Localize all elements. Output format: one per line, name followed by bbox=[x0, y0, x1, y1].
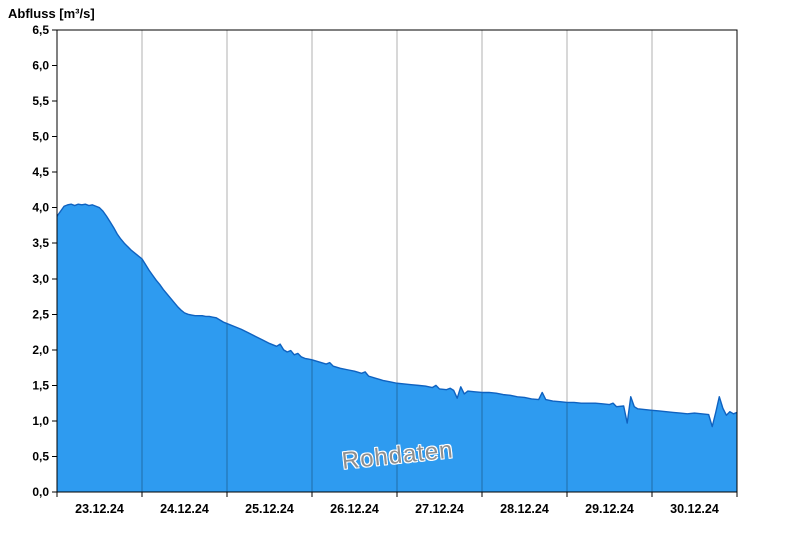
y-tick-label: 0,0 bbox=[32, 485, 49, 499]
y-tick-label: 1,0 bbox=[32, 414, 49, 428]
x-tick-label: 28.12.24 bbox=[500, 502, 549, 516]
y-tick-label: 4,0 bbox=[32, 201, 49, 215]
x-tick-label: 25.12.24 bbox=[245, 502, 294, 516]
y-tick-label: 5,0 bbox=[32, 130, 49, 144]
x-tick-label: 27.12.24 bbox=[415, 502, 464, 516]
y-tick-label: 3,5 bbox=[32, 236, 49, 250]
y-tick-label: 2,0 bbox=[32, 343, 49, 357]
chart-title: Abfluss [m³/s] bbox=[8, 6, 95, 21]
x-tick-label: 29.12.24 bbox=[585, 502, 634, 516]
y-tick-label: 4,5 bbox=[32, 165, 49, 179]
y-tick-label: 3,0 bbox=[32, 272, 49, 286]
y-tick-label: 5,5 bbox=[32, 94, 49, 108]
x-tick-label: 26.12.24 bbox=[330, 502, 379, 516]
discharge-line bbox=[56, 203, 738, 428]
y-tick-label: 0,5 bbox=[32, 450, 49, 464]
x-tick-label: 24.12.24 bbox=[160, 502, 209, 516]
x-tick-label: 30.12.24 bbox=[670, 502, 719, 516]
y-tick-label: 6,5 bbox=[32, 23, 49, 37]
y-tick-label: 1,5 bbox=[32, 378, 49, 392]
x-tick-label: 23.12.24 bbox=[75, 502, 124, 516]
y-tick-label: 2,5 bbox=[32, 307, 49, 321]
discharge-area bbox=[57, 204, 737, 492]
y-tick-label: 6,0 bbox=[32, 59, 49, 73]
